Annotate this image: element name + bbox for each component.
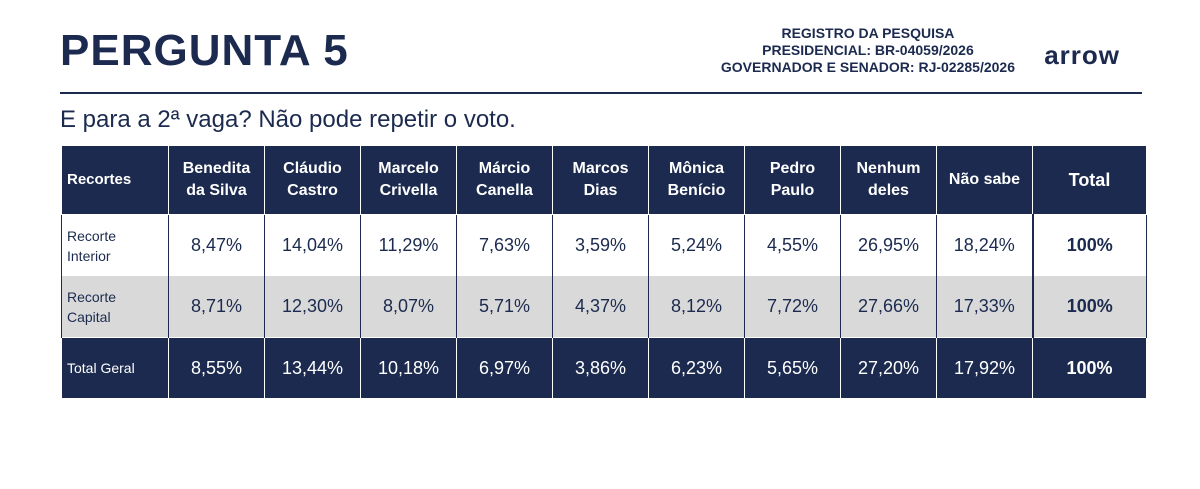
table-cell: 4,55% — [744, 214, 841, 276]
table-cell: 18,24% — [936, 214, 1033, 276]
table-cell: 14,04% — [264, 214, 361, 276]
registro-line-3: GOVERNADOR E SENADOR: RJ-02285/2026 — [720, 59, 1015, 75]
table-cell: 7,63% — [456, 214, 553, 276]
table-cell: 3,59% — [552, 214, 649, 276]
column-header-claudio: Cláudio Castro — [264, 145, 361, 215]
registro-line-1: REGISTRO DA PESQUISA — [781, 25, 955, 41]
table-cell: 17,33% — [936, 276, 1033, 338]
table-cell: 5,24% — [648, 214, 745, 276]
column-header-nenhum: Nenhum deles — [840, 145, 937, 215]
table-cell: 4,37% — [552, 276, 649, 338]
column-header-nao-sabe: Não sabe — [936, 145, 1033, 215]
column-header-marcelo: Marcelo Crivella — [360, 145, 457, 215]
header-divider — [60, 92, 1142, 94]
table-cell: 3,86% — [552, 337, 649, 399]
table-cell: 11,29% — [360, 214, 457, 276]
table-cell: 5,71% — [456, 276, 553, 338]
column-header-benedita: Benedita da Silva — [168, 145, 265, 215]
row-total-cell: 100% — [1032, 337, 1147, 399]
table-row-total-geral: Total Geral 8,55% 13,44% 10,18% 6,97% 3,… — [61, 337, 1147, 399]
results-table: Recortes Benedita da Silva Cláudio Castro … — [61, 145, 1147, 399]
registro-block: REGISTRO DA PESQUISA PRESIDENCIAL: BR-04… — [721, 25, 1015, 76]
table-cell: 17,92% — [936, 337, 1033, 399]
table-cell: 27,20% — [840, 337, 937, 399]
column-header-total: Total — [1032, 145, 1147, 215]
row-label: Recorte Capital — [61, 276, 169, 338]
table-cell: 13,44% — [264, 337, 361, 399]
row-total-cell: 100% — [1031, 276, 1147, 338]
table-row-capital: Recorte Capital 8,71% 12,30% 8,07% 5,71% … — [61, 276, 1147, 338]
table-cell: 6,97% — [456, 337, 553, 399]
table-cell: 10,18% — [360, 337, 457, 399]
table-cell: 8,12% — [648, 276, 745, 338]
arrow-logo: arrow — [1044, 40, 1120, 70]
column-header-monica: Mônica Benício — [648, 145, 745, 215]
row-label: Recorte Interior — [61, 214, 169, 276]
table-cell: 8,47% — [168, 214, 265, 276]
column-header-pedro: Pedro Paulo — [744, 145, 841, 215]
registro-line-2: PRESIDENCIAL: BR-04059/2026 — [762, 42, 974, 58]
table-cell: 8,55% — [168, 337, 265, 399]
column-header-marcio: Márcio Canella — [456, 145, 553, 215]
table-cell: 7,72% — [744, 276, 841, 338]
table-cell: 5,65% — [744, 337, 841, 399]
column-header-marcos: Marcos Dias — [552, 145, 649, 215]
table-cell: 8,07% — [360, 276, 457, 338]
column-header-recortes: Recortes — [61, 145, 169, 215]
table-cell: 12,30% — [264, 276, 361, 338]
table-header-row: Recortes Benedita da Silva Cláudio Castro … — [61, 145, 1147, 215]
page-title: PERGUNTA 5 — [60, 26, 349, 75]
table-cell: 8,71% — [168, 276, 265, 338]
table-row-interior: Recorte Interior 8,47% 14,04% 11,29% 7,63… — [61, 214, 1147, 276]
question-text: E para a 2ª vaga? Não pode repetir o vot… — [60, 106, 516, 133]
table-cell: 26,95% — [840, 214, 937, 276]
table-cell: 6,23% — [648, 337, 745, 399]
row-total-cell: 100% — [1031, 214, 1147, 276]
table-cell: 27,66% — [840, 276, 937, 338]
row-label: Total Geral — [61, 337, 169, 399]
